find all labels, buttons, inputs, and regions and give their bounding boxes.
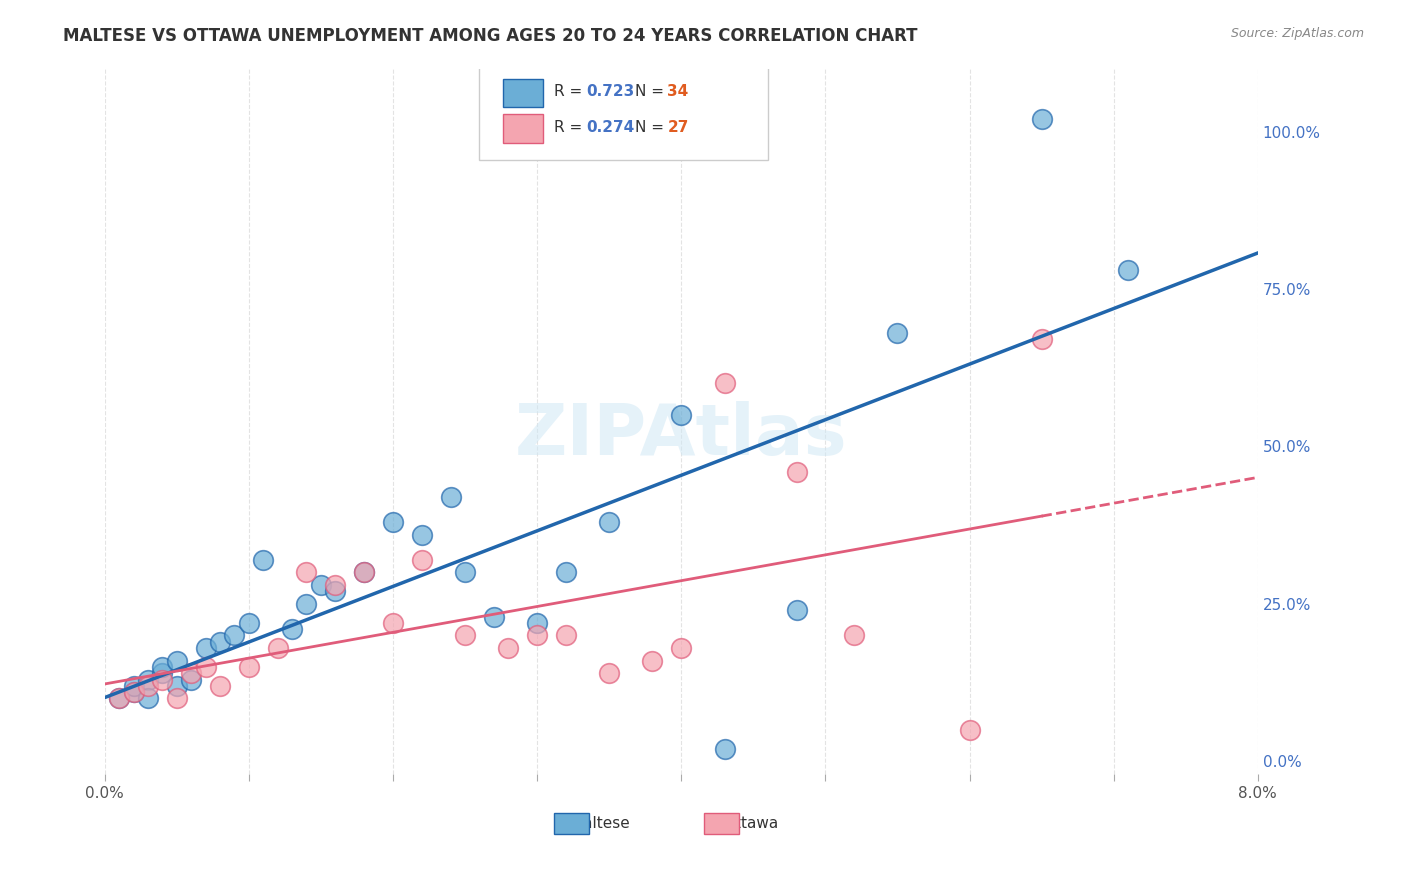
Point bbox=[108, 691, 131, 706]
Point bbox=[150, 660, 173, 674]
Text: Source: ZipAtlas.com: Source: ZipAtlas.com bbox=[1230, 27, 1364, 40]
Point bbox=[238, 615, 260, 630]
Text: R =: R = bbox=[554, 120, 588, 135]
Point bbox=[224, 628, 246, 642]
Point bbox=[886, 326, 908, 340]
Text: Ottawa: Ottawa bbox=[723, 816, 778, 831]
Point bbox=[1031, 112, 1053, 126]
Point bbox=[252, 553, 274, 567]
Point bbox=[238, 660, 260, 674]
Text: 27: 27 bbox=[668, 120, 689, 135]
Point bbox=[281, 622, 304, 636]
Point bbox=[454, 628, 477, 642]
Point bbox=[411, 527, 433, 541]
Point bbox=[598, 666, 620, 681]
Point bbox=[959, 723, 981, 737]
Point bbox=[136, 679, 159, 693]
Point bbox=[150, 673, 173, 687]
Point bbox=[641, 654, 664, 668]
Point bbox=[136, 673, 159, 687]
Point bbox=[555, 566, 578, 580]
Point bbox=[381, 615, 404, 630]
Point bbox=[323, 584, 346, 599]
Point bbox=[180, 666, 202, 681]
Point bbox=[844, 628, 866, 642]
Point bbox=[108, 691, 131, 706]
Point bbox=[309, 578, 332, 592]
Text: N =: N = bbox=[636, 120, 669, 135]
FancyBboxPatch shape bbox=[502, 114, 543, 143]
Point bbox=[353, 566, 375, 580]
Text: 0.723: 0.723 bbox=[586, 85, 636, 99]
Point bbox=[526, 615, 548, 630]
FancyBboxPatch shape bbox=[554, 813, 589, 834]
Point bbox=[440, 490, 463, 504]
Point bbox=[381, 515, 404, 529]
Point bbox=[1116, 263, 1139, 277]
Point bbox=[671, 640, 693, 655]
Point bbox=[208, 634, 231, 648]
Point bbox=[194, 660, 217, 674]
FancyBboxPatch shape bbox=[502, 79, 543, 107]
Point bbox=[122, 685, 145, 699]
Point bbox=[454, 566, 477, 580]
Text: ZIPAtlas: ZIPAtlas bbox=[515, 401, 848, 470]
Point bbox=[526, 628, 548, 642]
Point bbox=[122, 685, 145, 699]
Point bbox=[482, 609, 505, 624]
Point bbox=[353, 566, 375, 580]
Text: 34: 34 bbox=[668, 85, 689, 99]
Point bbox=[786, 603, 808, 617]
Point bbox=[555, 628, 578, 642]
Point bbox=[411, 553, 433, 567]
Point bbox=[323, 578, 346, 592]
Text: 0.274: 0.274 bbox=[586, 120, 636, 135]
Point bbox=[166, 654, 188, 668]
FancyBboxPatch shape bbox=[479, 54, 768, 161]
Point bbox=[598, 515, 620, 529]
Point bbox=[713, 741, 735, 756]
Text: N =: N = bbox=[636, 85, 669, 99]
Point bbox=[295, 597, 318, 611]
Point bbox=[136, 691, 159, 706]
Text: R =: R = bbox=[554, 85, 588, 99]
Point bbox=[498, 640, 520, 655]
Point bbox=[208, 679, 231, 693]
Point bbox=[266, 640, 288, 655]
Point bbox=[671, 408, 693, 422]
Point bbox=[166, 679, 188, 693]
FancyBboxPatch shape bbox=[704, 813, 740, 834]
Text: MALTESE VS OTTAWA UNEMPLOYMENT AMONG AGES 20 TO 24 YEARS CORRELATION CHART: MALTESE VS OTTAWA UNEMPLOYMENT AMONG AGE… bbox=[63, 27, 918, 45]
Point bbox=[166, 691, 188, 706]
Point bbox=[295, 566, 318, 580]
Point bbox=[1031, 332, 1053, 346]
Point bbox=[713, 376, 735, 391]
Point bbox=[786, 465, 808, 479]
Point bbox=[180, 673, 202, 687]
Point bbox=[194, 640, 217, 655]
Text: Maltese: Maltese bbox=[571, 816, 630, 831]
Point bbox=[150, 666, 173, 681]
Point bbox=[122, 679, 145, 693]
